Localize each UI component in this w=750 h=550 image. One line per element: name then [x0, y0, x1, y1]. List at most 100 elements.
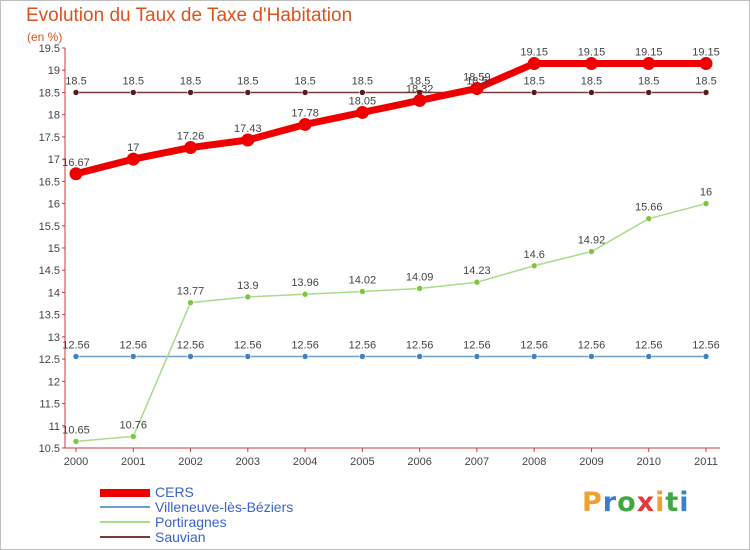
y-tick-label: 19: [48, 65, 60, 77]
data-label: 14.02: [349, 275, 377, 287]
data-point: [530, 262, 538, 270]
data-label: 12.56: [520, 339, 548, 351]
data-label: 18.5: [352, 75, 373, 87]
legend-label-villeneuve: Villeneuve-lès-Béziers: [155, 499, 294, 515]
logo-letter: i: [679, 487, 690, 518]
data-point: [244, 89, 252, 96]
data-label: 19.15: [578, 47, 606, 59]
data-point: [702, 353, 710, 360]
data-label: 18.5: [123, 75, 144, 87]
data-point: [473, 353, 481, 360]
data-label: 18.5: [65, 75, 86, 87]
x-tick-label: 2007: [465, 456, 489, 468]
y-tick-label: 10.5: [39, 443, 60, 455]
logo-letter: P: [582, 487, 603, 518]
data-point: [588, 248, 595, 255]
logo-letter: r: [602, 487, 618, 518]
data-point: [72, 89, 80, 96]
data-label: 18.5: [466, 75, 487, 87]
data-point: [645, 89, 653, 96]
data-label: 18.5: [237, 75, 258, 87]
data-point: [702, 200, 710, 207]
data-point: [187, 89, 194, 96]
data-label: 18.5: [638, 75, 659, 87]
series-line-cers: [72, 60, 710, 178]
data-label: 12.56: [463, 339, 491, 351]
data-label: 18.5: [180, 75, 201, 87]
x-tick-label: 2002: [178, 456, 202, 468]
data-point: [184, 141, 198, 155]
data-label: 19.15: [520, 47, 548, 59]
data-label: 12.56: [406, 339, 434, 351]
x-tick-label: 2010: [636, 456, 660, 468]
logo-letter: i: [655, 487, 666, 518]
data-point: [241, 133, 255, 147]
data-point: [72, 353, 80, 360]
data-label: 18.5: [409, 75, 430, 87]
data-point: [470, 81, 484, 95]
data-label: 17.26: [177, 131, 205, 143]
data-label: 18.5: [581, 75, 602, 87]
data-point: [530, 89, 538, 96]
y-tick-label: 12.5: [39, 354, 60, 366]
data-point: [129, 89, 137, 96]
data-point: [298, 117, 312, 131]
proxiti-logo: Proxiti: [582, 487, 690, 518]
data-label: 18.05: [349, 95, 377, 107]
y-tick-label: 15.5: [39, 221, 60, 233]
data-label: 12.56: [349, 339, 377, 351]
y-tick-label: 19.5: [39, 43, 60, 55]
chart-title: Evolution du Taux de Taxe d'Habitation: [26, 5, 353, 26]
data-point: [129, 353, 137, 360]
y-tick-label: 13: [48, 332, 60, 344]
data-point: [126, 152, 140, 166]
data-point: [588, 353, 595, 360]
data-label: 12.56: [291, 339, 319, 351]
data-label: 14.6: [523, 249, 544, 261]
y-tick-label: 16.5: [39, 176, 60, 188]
y-tick-label: 11: [49, 421, 60, 433]
data-label: 12.56: [578, 339, 606, 351]
logo-letter: t: [665, 487, 680, 518]
x-tick-label: 2006: [407, 456, 431, 468]
data-point: [187, 299, 194, 306]
logo-letter: o: [617, 487, 637, 518]
y-tick-label: 17: [48, 154, 60, 166]
data-point: [584, 57, 598, 71]
data-point: [244, 293, 252, 301]
chart-unit: (en %): [27, 30, 63, 44]
data-label: 13.77: [177, 286, 205, 298]
x-tick-label: 2003: [236, 456, 260, 468]
x-tick-label: 2008: [522, 456, 546, 468]
y-tick-label: 13.5: [39, 310, 60, 322]
x-tick-label: 2009: [579, 456, 603, 468]
data-point: [645, 215, 653, 222]
data-label: 16: [700, 187, 712, 199]
data-label: 13.9: [237, 280, 258, 292]
y-tick-label: 16: [48, 199, 60, 211]
data-point: [187, 353, 194, 360]
data-label: 12.56: [234, 339, 262, 351]
y-tick-label: 18.5: [39, 87, 60, 99]
data-point: [702, 89, 710, 96]
data-point: [301, 353, 309, 360]
data-point: [699, 57, 713, 71]
data-point: [359, 89, 366, 96]
data-point: [527, 57, 541, 71]
x-tick-label: 2001: [121, 456, 145, 468]
data-point: [413, 93, 427, 107]
x-tick-label: 2005: [350, 456, 374, 468]
x-tick-label: 2000: [64, 456, 88, 468]
data-point: [359, 353, 366, 360]
data-label: 12.56: [692, 339, 720, 351]
data-label: 15.66: [635, 202, 663, 214]
data-label: 12.56: [62, 339, 90, 351]
legend-label-portiragnes: Portiragnes: [155, 514, 227, 530]
data-point: [588, 89, 595, 96]
data-label: 10.76: [120, 419, 148, 431]
data-point: [416, 285, 423, 292]
data-label: 17.78: [291, 107, 319, 119]
legend-label-cers: CERS: [155, 484, 194, 500]
